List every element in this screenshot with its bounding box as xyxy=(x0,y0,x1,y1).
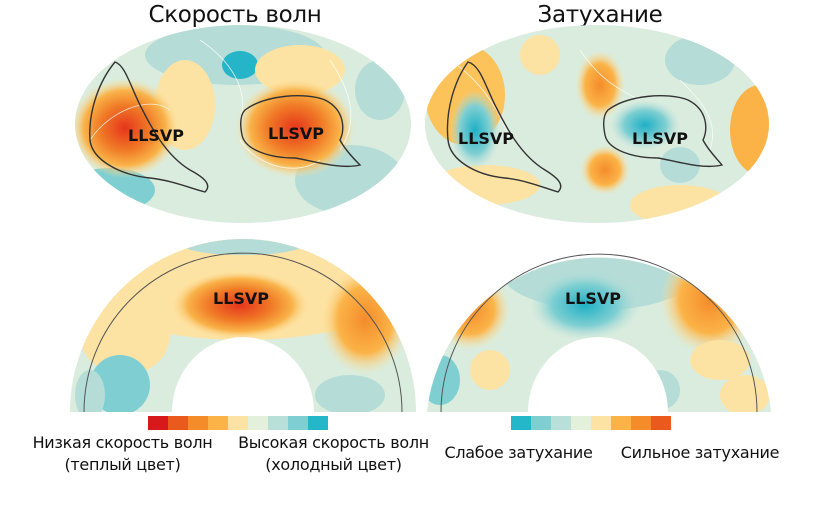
legend-attenuation-swatch-5 xyxy=(611,416,631,430)
legend-bar-attenuation xyxy=(511,416,671,430)
legend-attenuation-swatch-0 xyxy=(511,416,531,430)
legend-attenuation-swatch-7 xyxy=(651,416,671,430)
llsvp-label-map-right-2: LLSVP xyxy=(632,129,688,148)
llsvp-label-section-right: LLSVP xyxy=(565,289,621,308)
legend-attenuation-swatch-1 xyxy=(531,416,551,430)
section-wave-speed xyxy=(70,239,416,412)
llsvp-label-section-left: LLSVP xyxy=(213,289,269,308)
legend-high-attenuation-label: Сильное затухание xyxy=(620,443,780,462)
legend-wave-speed-swatch-8 xyxy=(308,416,328,430)
llsvp-label-map-left-1: LLSVP xyxy=(128,126,184,145)
legend-attenuation-swatch-3 xyxy=(571,416,591,430)
legend-attenuation-swatch-2 xyxy=(551,416,571,430)
llsvp-label-map-right-1: LLSVP xyxy=(458,129,514,148)
section-attenuation xyxy=(427,257,771,412)
legend-wave-speed-swatch-1 xyxy=(168,416,188,430)
legend-low-attenuation-label: Слабое затухание xyxy=(444,443,593,462)
legend-wave-speed-swatch-5 xyxy=(248,416,268,430)
map-wave-speed xyxy=(75,25,411,223)
legend-low-wave-speed-label: Низкая скорость волн (теплый цвет) xyxy=(32,433,213,474)
title-attenuation: Затухание xyxy=(537,2,663,28)
legend-wave-speed-swatch-7 xyxy=(288,416,308,430)
legend-attenuation-swatch-4 xyxy=(591,416,611,430)
legend-wave-speed-swatch-0 xyxy=(148,416,168,430)
legend-wave-speed-swatch-4 xyxy=(228,416,248,430)
legend-high-wave-speed-label: Высокая скорость волн (холодный цвет) xyxy=(238,433,429,474)
map-attenuation xyxy=(425,25,769,223)
llsvp-label-map-left-2: LLSVP xyxy=(268,124,324,143)
title-wave-speed: Скорость волн xyxy=(148,2,322,28)
legend-wave-speed-swatch-2 xyxy=(188,416,208,430)
legend-wave-speed-swatch-3 xyxy=(208,416,228,430)
legend-wave-speed-swatch-6 xyxy=(268,416,288,430)
legend-attenuation-swatch-6 xyxy=(631,416,651,430)
legend-bar-wave-speed xyxy=(148,416,328,430)
